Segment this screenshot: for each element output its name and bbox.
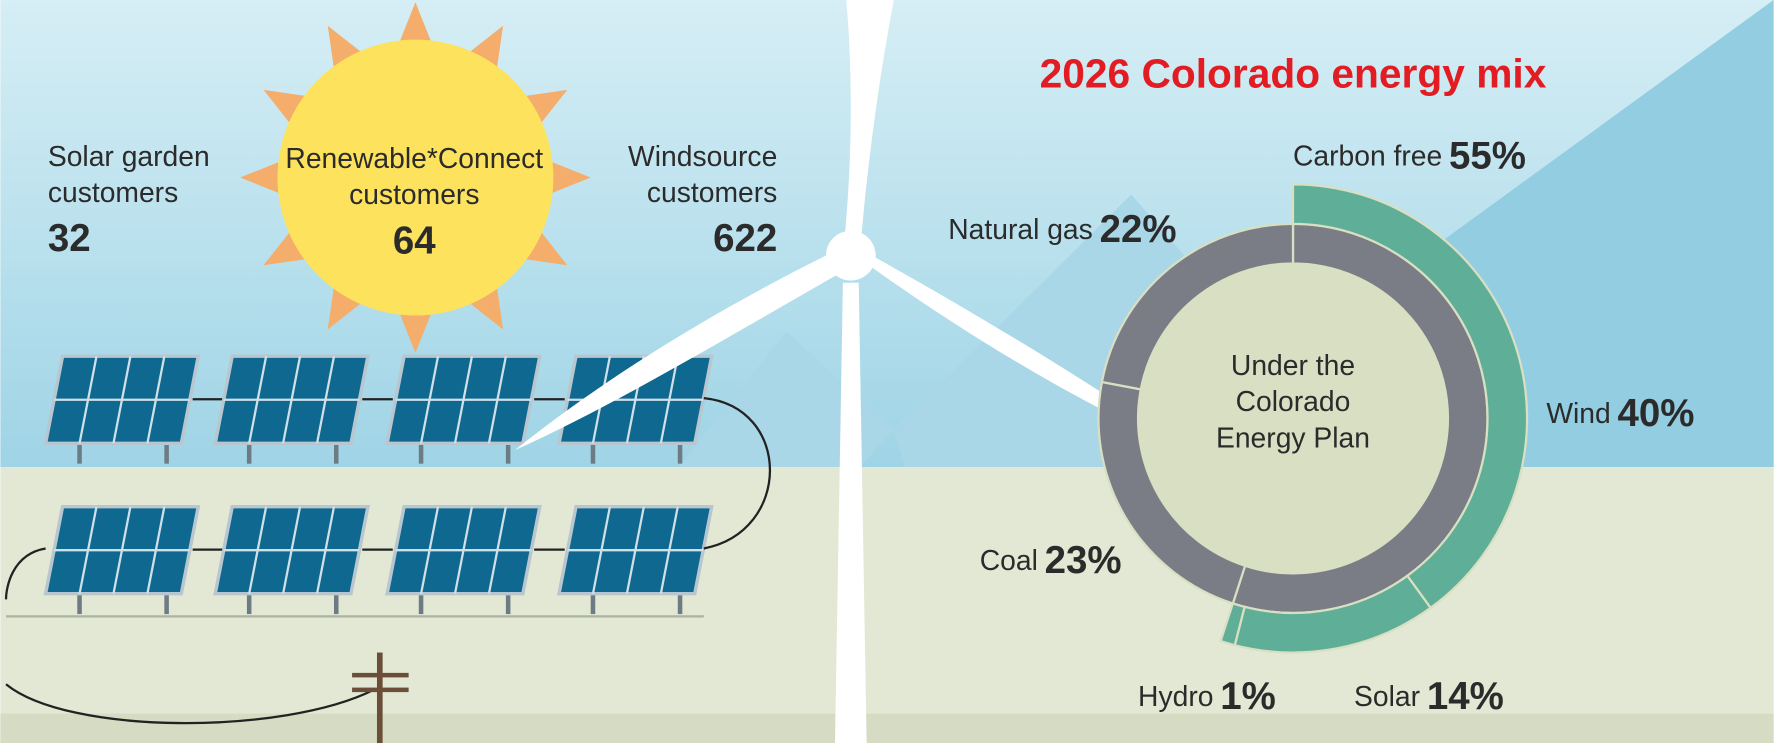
panel-leg xyxy=(677,443,683,464)
panel-leg xyxy=(77,443,82,464)
panel-leg xyxy=(677,593,683,615)
segment-name: Solar xyxy=(1354,680,1420,712)
segment-label: Hydro 1% xyxy=(1138,675,1276,718)
ground-strip xyxy=(0,713,1774,743)
segment-label: Natural gas 22% xyxy=(948,208,1176,251)
customer-label: customers xyxy=(647,176,777,208)
panel-leg xyxy=(77,593,82,615)
donut-segment xyxy=(1219,602,1247,647)
donut-center xyxy=(1138,263,1448,574)
center-label: Energy Plan xyxy=(1216,421,1370,453)
segment-label: Wind 40% xyxy=(1546,392,1694,435)
panel-leg xyxy=(333,443,339,464)
customer-label: customers xyxy=(349,178,479,210)
cable xyxy=(4,396,772,725)
center-label: Under the xyxy=(1231,349,1355,381)
panel-leg xyxy=(418,593,424,615)
segment-value: 23% xyxy=(1045,539,1122,582)
customer-count: 64 xyxy=(393,219,436,262)
panel-leg xyxy=(505,593,511,615)
segment-value: 1% xyxy=(1220,675,1276,718)
panel-leg xyxy=(333,593,339,615)
customer-count: 622 xyxy=(713,217,777,260)
customer-label: Windsource xyxy=(628,140,777,172)
segment-name: Coal xyxy=(980,545,1038,577)
panel-leg xyxy=(164,593,169,615)
segment-value: 40% xyxy=(1618,392,1695,435)
segment-label: Coal 23% xyxy=(980,539,1122,582)
segment-name: Wind xyxy=(1546,398,1610,430)
segment-value: 14% xyxy=(1427,675,1504,718)
segment-value: 55% xyxy=(1449,134,1526,177)
segment-name: Carbon free xyxy=(1293,140,1442,172)
customer-label: customers xyxy=(48,176,178,208)
panel-leg xyxy=(246,443,252,464)
segment-name: Natural gas xyxy=(948,213,1093,245)
segment-label: Solar 14% xyxy=(1354,675,1504,718)
mountain xyxy=(678,331,894,468)
chart-title: 2026 Colorado energy mix xyxy=(1040,51,1547,97)
segment-value: 22% xyxy=(1100,208,1177,251)
panel-leg xyxy=(246,593,252,615)
customer-label: Solar garden xyxy=(48,140,210,172)
center-label: Colorado xyxy=(1236,385,1351,417)
customer-count: 32 xyxy=(48,217,91,260)
panel-leg xyxy=(505,443,511,464)
customer-label: Renewable*Connect xyxy=(285,142,543,174)
panel-leg xyxy=(590,593,596,615)
sun-disc xyxy=(277,39,554,316)
panel-leg xyxy=(418,443,424,464)
panel-leg xyxy=(164,443,169,464)
sun xyxy=(240,2,591,353)
segment-label: Carbon free 55% xyxy=(1293,134,1526,177)
panel-leg xyxy=(590,443,596,464)
power-pole xyxy=(352,652,409,743)
donut-chart: Carbon free 55% Coal 23% Natural gas 22% Wind 4… xyxy=(948,134,1694,718)
segment-name: Hydro xyxy=(1138,680,1213,712)
solar-panels xyxy=(6,354,714,618)
